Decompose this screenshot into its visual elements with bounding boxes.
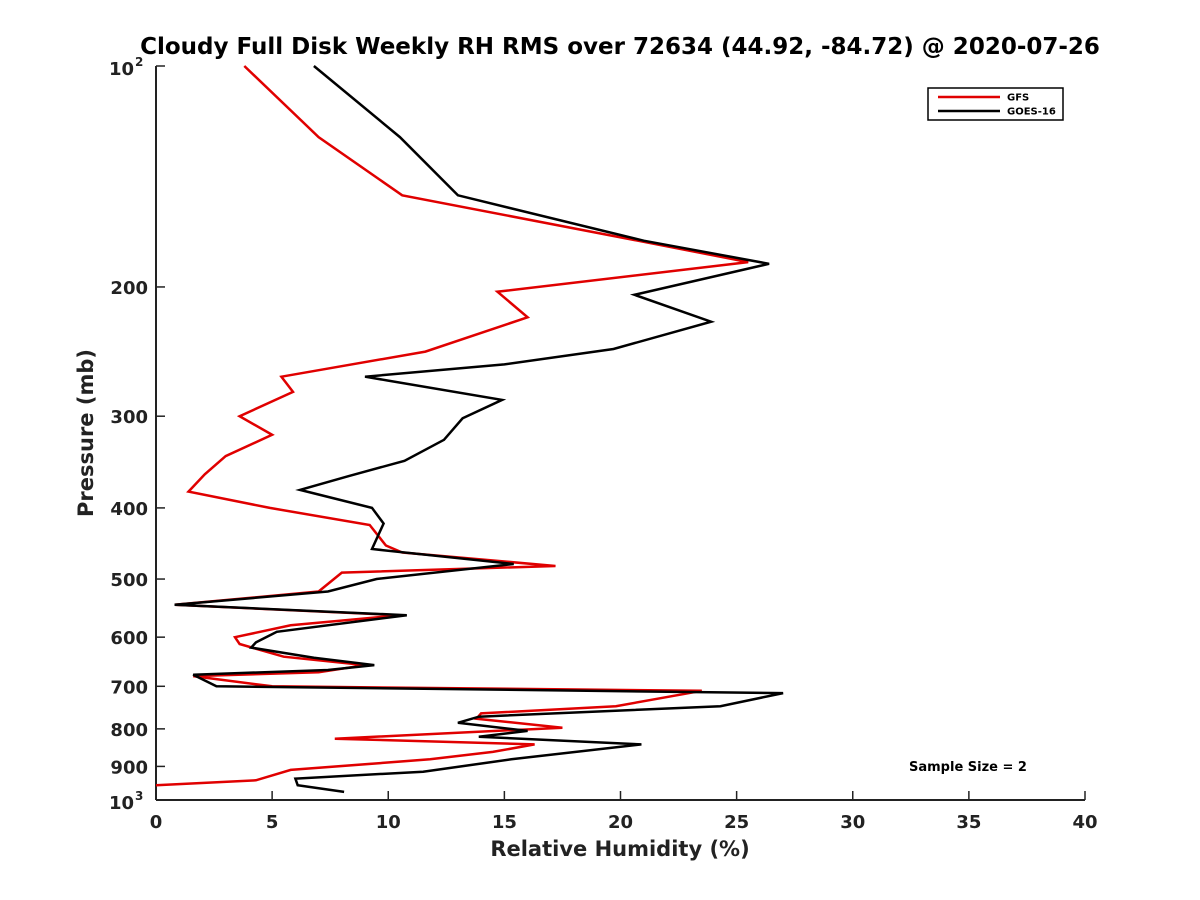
series-line-gfs <box>155 65 749 787</box>
x-axis-label: Relative Humidity (%) <box>490 837 749 861</box>
y-tick-label: 900 <box>110 757 148 778</box>
y-tick-label: 10 <box>109 59 134 80</box>
legend-label-gfs: GFS <box>1007 93 1029 104</box>
series-group <box>155 65 784 794</box>
y-tick-label: 10 <box>109 793 134 814</box>
sample-size-annotation: Sample Size = 2 <box>909 760 1027 775</box>
x-tick-label: 25 <box>724 812 749 833</box>
series-line-goes16 <box>174 65 784 794</box>
x-axis: 0 5 10 15 20 25 30 35 40 <box>150 791 1098 833</box>
y-tick-label: 200 <box>110 278 148 299</box>
y-tick-label: 400 <box>110 499 148 520</box>
legend: GFS GOES-16 <box>927 87 1064 121</box>
x-tick-label: 15 <box>492 812 517 833</box>
x-tick-label: 40 <box>1072 812 1097 833</box>
x-tick-label: 5 <box>266 812 279 833</box>
y-tick-label: 500 <box>110 570 148 591</box>
y-tick-label: 800 <box>110 720 148 741</box>
chart-title: Cloudy Full Disk Weekly RH RMS over 7263… <box>140 34 1100 60</box>
y-axis-label: Pressure (mb) <box>74 349 98 517</box>
legend-label-goes16: GOES-16 <box>1007 107 1056 118</box>
legend-box <box>927 87 1064 121</box>
y-tick-label: 300 <box>110 407 148 428</box>
x-tick-label: 10 <box>376 812 401 833</box>
x-tick-label: 35 <box>956 812 981 833</box>
y-tick-exponent: 3 <box>135 789 143 803</box>
x-tick-label: 20 <box>608 812 633 833</box>
y-tick-exponent: 2 <box>135 55 143 69</box>
x-tick-label: 30 <box>840 812 865 833</box>
y-tick-label: 700 <box>110 677 148 698</box>
y-tick-label: 600 <box>110 628 148 649</box>
x-tick-label: 0 <box>150 812 163 833</box>
